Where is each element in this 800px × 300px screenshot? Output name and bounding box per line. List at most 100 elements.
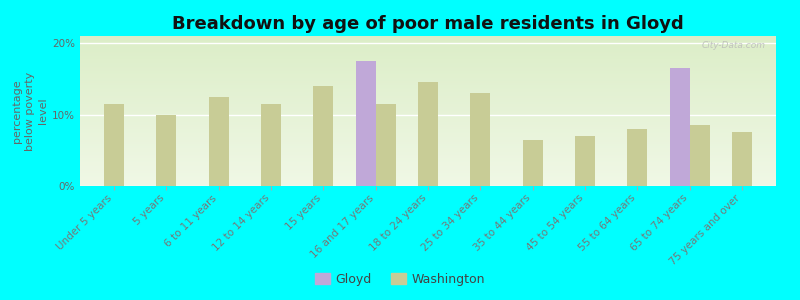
Bar: [80, 104, 776, 105]
Bar: [80, 57, 776, 58]
Bar: [80, 182, 776, 183]
Bar: [80, 128, 776, 129]
Bar: [80, 106, 776, 107]
Bar: [80, 36, 776, 37]
Bar: [80, 131, 776, 132]
Bar: [80, 180, 776, 181]
Bar: [80, 169, 776, 170]
Bar: [80, 69, 776, 70]
Bar: [80, 118, 776, 119]
Bar: [80, 120, 776, 121]
Bar: [80, 102, 776, 103]
Bar: [80, 116, 776, 117]
Bar: [80, 174, 776, 175]
Bar: [80, 171, 776, 172]
Bar: [80, 85, 776, 86]
Bar: [80, 119, 776, 120]
Bar: [80, 113, 776, 114]
Bar: [80, 181, 776, 182]
Bar: [80, 41, 776, 42]
Bar: [80, 55, 776, 56]
Bar: [80, 58, 776, 59]
Bar: [80, 44, 776, 45]
Bar: [80, 137, 776, 138]
Bar: [80, 145, 776, 146]
Bar: [80, 173, 776, 174]
Bar: [80, 165, 776, 166]
Bar: [80, 66, 776, 67]
Bar: [314, 86, 334, 186]
Y-axis label: percentage
below poverty
level: percentage below poverty level: [11, 71, 48, 151]
Bar: [80, 76, 776, 77]
Bar: [670, 68, 690, 186]
Bar: [80, 63, 776, 64]
Bar: [80, 148, 776, 149]
Bar: [80, 105, 776, 106]
Bar: [356, 61, 376, 186]
Bar: [80, 172, 776, 173]
Bar: [80, 100, 776, 101]
Bar: [80, 164, 776, 165]
Bar: [80, 112, 776, 113]
Bar: [80, 98, 776, 99]
Bar: [80, 167, 776, 168]
Bar: [80, 147, 776, 148]
Bar: [80, 74, 776, 75]
Bar: [80, 82, 776, 83]
Text: City-Data.com: City-Data.com: [702, 40, 766, 50]
Bar: [80, 77, 776, 78]
Bar: [80, 158, 776, 159]
Bar: [104, 104, 124, 186]
Bar: [418, 82, 438, 186]
Bar: [80, 140, 776, 141]
Bar: [80, 129, 776, 130]
Bar: [80, 166, 776, 167]
Bar: [80, 64, 776, 65]
Bar: [80, 146, 776, 147]
Bar: [80, 65, 776, 66]
Bar: [80, 90, 776, 91]
Bar: [80, 60, 776, 61]
Bar: [627, 129, 647, 186]
Bar: [80, 53, 776, 54]
Bar: [80, 45, 776, 46]
Bar: [80, 143, 776, 144]
Bar: [376, 104, 395, 186]
Bar: [80, 59, 776, 60]
Bar: [80, 78, 776, 79]
Title: Breakdown by age of poor male residents in Gloyd: Breakdown by age of poor male residents …: [172, 15, 684, 33]
Bar: [80, 46, 776, 47]
Bar: [157, 115, 176, 186]
Bar: [80, 108, 776, 109]
Bar: [80, 88, 776, 89]
Bar: [80, 122, 776, 123]
Bar: [80, 138, 776, 139]
Bar: [80, 154, 776, 155]
Bar: [80, 70, 776, 71]
Bar: [732, 132, 752, 186]
Bar: [80, 107, 776, 108]
Bar: [80, 61, 776, 62]
Bar: [80, 72, 776, 73]
Bar: [80, 160, 776, 161]
Bar: [80, 87, 776, 88]
Bar: [80, 114, 776, 115]
Bar: [80, 124, 776, 125]
Bar: [80, 97, 776, 98]
Bar: [80, 130, 776, 131]
Bar: [80, 139, 776, 140]
Bar: [80, 84, 776, 85]
Bar: [690, 125, 710, 186]
Bar: [80, 48, 776, 49]
Bar: [80, 103, 776, 104]
Bar: [80, 177, 776, 178]
Bar: [80, 82, 776, 83]
Bar: [80, 67, 776, 68]
Bar: [80, 47, 776, 48]
Bar: [80, 56, 776, 57]
Bar: [80, 142, 776, 143]
Bar: [80, 153, 776, 154]
Bar: [80, 125, 776, 126]
Bar: [80, 127, 776, 128]
Bar: [80, 135, 776, 136]
